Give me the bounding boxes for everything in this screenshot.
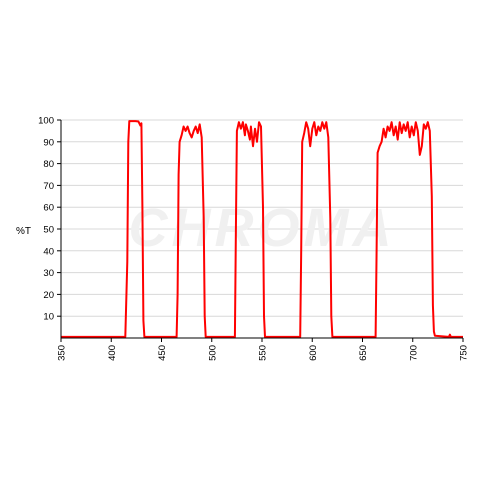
y-tick-label: 50 bbox=[43, 225, 54, 236]
y-tick-label: 20 bbox=[43, 290, 54, 301]
x-tick-label: 500 bbox=[207, 345, 218, 361]
y-tick-label: 70 bbox=[43, 181, 54, 192]
x-tick-label: 750 bbox=[459, 345, 470, 361]
y-tick-label: 100 bbox=[38, 116, 54, 127]
y-tick-label: 40 bbox=[43, 246, 54, 257]
y-tick-label: 30 bbox=[43, 268, 54, 279]
y-tick-label: 80 bbox=[43, 159, 54, 170]
series-layer bbox=[61, 120, 463, 338]
y-tick-label: 60 bbox=[43, 203, 54, 214]
x-tick-label: 700 bbox=[408, 345, 419, 361]
x-tick-label: 350 bbox=[57, 345, 68, 361]
x-tick-label: 550 bbox=[258, 345, 269, 361]
x-ticks: 350 400 450 500 550 600 650 700 750 bbox=[57, 338, 470, 361]
y-tick-label: 90 bbox=[43, 137, 54, 148]
x-tick-label: 600 bbox=[308, 345, 319, 361]
transmission-curve bbox=[61, 120, 463, 338]
watermark-text: CHROMA bbox=[129, 198, 396, 258]
x-tick-label: 650 bbox=[358, 345, 369, 361]
y-tick-label: 10 bbox=[43, 312, 54, 323]
x-tick-label: 450 bbox=[157, 345, 168, 361]
y-axis-label: %T bbox=[16, 226, 31, 237]
x-tick-label: 400 bbox=[107, 345, 118, 361]
y-ticks: 10 20 30 40 50 60 70 80 90 100 bbox=[38, 116, 61, 323]
